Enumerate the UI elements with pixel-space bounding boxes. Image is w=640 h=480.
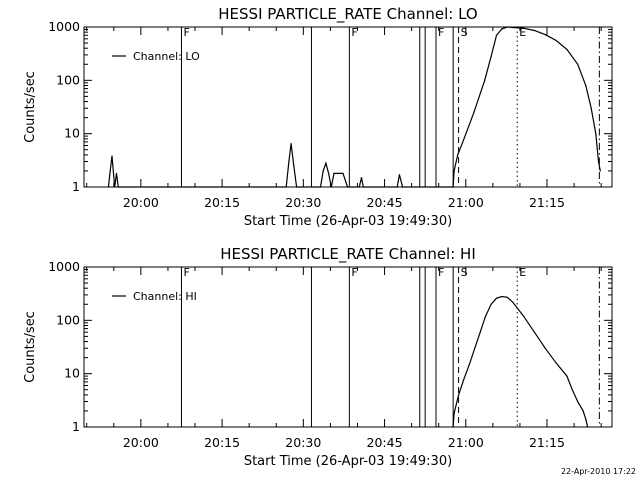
chart-panel-lo: HESSI PARTICLE_RATE Channel: LO Start Tim… xyxy=(23,5,613,229)
data-point xyxy=(342,172,344,174)
x-axis-label: Start Time (26-Apr-03 19:49:30) xyxy=(244,454,452,469)
event-marker-label: F xyxy=(351,26,357,39)
data-point xyxy=(328,172,330,174)
data-point xyxy=(585,418,587,420)
x-tick-label: 21:00 xyxy=(448,195,484,210)
y-tick-label: 1000 xyxy=(48,259,80,274)
data-point xyxy=(453,412,455,414)
y-axis-label: Counts/sec xyxy=(23,311,38,383)
data-point xyxy=(495,297,498,299)
x-tick-label: 21:00 xyxy=(448,435,484,450)
y-tick-label: 1 xyxy=(72,179,80,194)
event-marker-label: F xyxy=(183,26,189,39)
data-point xyxy=(360,177,363,179)
data-point xyxy=(463,138,465,140)
data-point xyxy=(599,170,601,172)
x-tick-label: 21:15 xyxy=(529,435,565,450)
data-point xyxy=(566,375,568,377)
x-tick-label: 20:45 xyxy=(367,435,403,450)
x-tick-label: 20:45 xyxy=(367,195,403,210)
data-point xyxy=(506,296,508,298)
data-point xyxy=(555,362,557,364)
chart-panel-hi: HESSI PARTICLE_RATE Channel: HI Start Tim… xyxy=(23,245,613,469)
y-axis-label: Counts/sec xyxy=(23,71,38,143)
x-tick-label: 20:30 xyxy=(285,435,321,450)
x-tick-label: 20:30 xyxy=(285,195,321,210)
data-point xyxy=(571,389,573,391)
data-point xyxy=(322,170,324,172)
legend-label: Channel: LO xyxy=(133,50,200,63)
data-point xyxy=(111,155,113,157)
data-point xyxy=(595,133,597,135)
event-marker-label: F xyxy=(438,26,444,39)
series-line-hi xyxy=(452,295,589,428)
data-point xyxy=(457,154,459,156)
data-point xyxy=(544,347,546,349)
data-point xyxy=(490,303,492,305)
x-tick-label: 20:00 xyxy=(123,435,159,450)
y-tick-label: 1 xyxy=(72,419,80,434)
x-axis-label: Start Time (26-Apr-03 19:49:30) xyxy=(244,214,452,229)
data-point xyxy=(290,143,292,145)
data-point xyxy=(590,107,592,109)
event-marker-label: F xyxy=(438,266,444,279)
event-marker-label: F xyxy=(183,266,189,279)
data-point xyxy=(473,111,475,113)
data-point xyxy=(115,172,118,174)
plot-frame xyxy=(83,26,613,188)
data-point xyxy=(533,331,536,333)
data-point xyxy=(585,84,587,87)
data-point xyxy=(522,27,525,29)
data-point xyxy=(293,165,295,167)
data-point xyxy=(490,55,492,58)
data-point xyxy=(325,162,327,164)
data-point xyxy=(582,410,584,412)
data-point xyxy=(512,301,514,303)
y-tick-label: 10 xyxy=(64,126,80,141)
y-tick-label: 100 xyxy=(56,312,80,327)
data-point xyxy=(577,63,579,65)
data-point xyxy=(333,172,335,174)
data-point xyxy=(485,315,487,317)
x-tick-label: 20:15 xyxy=(204,435,240,450)
timestamp-label: 22-Apr-2010 17:22 xyxy=(561,467,636,476)
chart-title: HESSI PARTICLE_RATE Channel: LO xyxy=(218,5,477,24)
data-point xyxy=(474,347,476,349)
data-point xyxy=(566,48,568,51)
legend-label: Channel: HI xyxy=(133,290,197,303)
plot-frame xyxy=(83,266,613,428)
data-point xyxy=(463,378,465,380)
chart-title: HESSI PARTICLE_RATE Channel: HI xyxy=(220,245,476,264)
event-marker-label: E xyxy=(519,26,526,39)
data-point xyxy=(544,34,546,36)
data-point xyxy=(501,28,503,30)
data-point xyxy=(533,29,536,32)
data-point xyxy=(495,34,498,36)
data-point xyxy=(555,39,557,42)
event-marker-label: S xyxy=(461,26,468,39)
data-point xyxy=(479,331,481,333)
data-point xyxy=(522,315,525,317)
data-point xyxy=(109,170,111,172)
data-point xyxy=(458,394,460,396)
data-point xyxy=(484,79,486,81)
event-marker-label: F xyxy=(351,266,357,279)
y-tick-label: 100 xyxy=(56,72,80,87)
event-marker-label: E xyxy=(519,266,526,279)
data-point xyxy=(501,295,503,298)
event-marker-label: S xyxy=(461,266,468,279)
y-tick-label: 1000 xyxy=(48,19,80,34)
x-tick-label: 21:15 xyxy=(529,195,565,210)
data-point xyxy=(453,170,455,172)
data-point xyxy=(468,363,470,365)
y-tick-label: 10 xyxy=(64,366,80,381)
data-point xyxy=(398,174,400,176)
x-tick-label: 20:15 xyxy=(204,195,240,210)
data-point xyxy=(577,401,579,403)
x-tick-label: 20:00 xyxy=(123,195,159,210)
data-point xyxy=(597,161,600,163)
data-point xyxy=(288,161,290,163)
